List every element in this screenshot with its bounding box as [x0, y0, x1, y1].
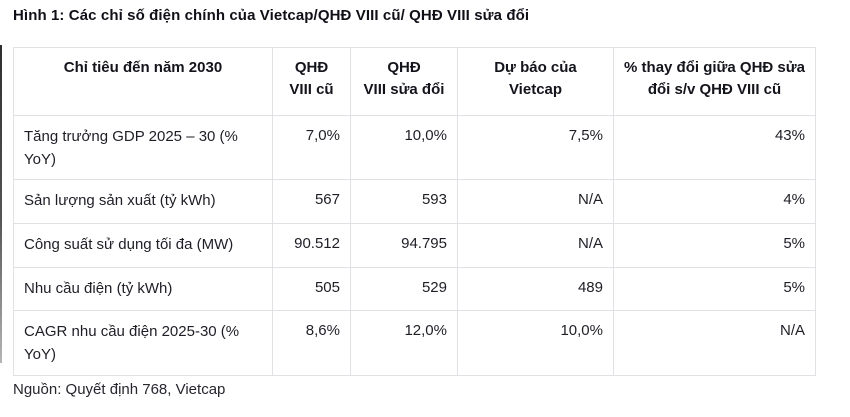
indicators-table: Chỉ tiêu đến năm 2030 QHĐ VIII cũ QHĐ VI…: [13, 47, 816, 376]
cell-vietcap: N/A: [457, 179, 614, 224]
cell-qhd8-old: 8,6%: [272, 310, 351, 376]
figure-title: Hình 1: Các chỉ số điện chính của Vietca…: [13, 7, 530, 24]
table-row: CAGR nhu cầu điện 2025-30 (% YoY) 8,6% 1…: [13, 310, 816, 376]
row-label: CAGR nhu cầu điện 2025-30 (% YoY): [13, 310, 273, 376]
cell-qhd8-revised: 10,0%: [350, 115, 458, 180]
cell-vietcap: 7,5%: [457, 115, 614, 180]
table-row: Nhu cầu điện (tỷ kWh) 505 529 489 5%: [13, 267, 816, 311]
header-pct-change: % thay đổi giữa QHĐ sửa đổi s/v QHĐ VIII…: [613, 47, 816, 116]
cell-change: N/A: [613, 310, 816, 376]
table-row: Sản lượng sản xuất (tỷ kWh) 567 593 N/A …: [13, 179, 816, 224]
left-edge-line: [0, 45, 2, 363]
source-note: Nguồn: Quyết định 768, Vietcap: [13, 381, 226, 398]
cell-qhd8-old: 567: [272, 179, 351, 224]
cell-qhd8-revised: 94.795: [350, 223, 458, 268]
row-label: Sản lượng sản xuất (tỷ kWh): [13, 179, 273, 224]
cell-qhd8-old: 505: [272, 267, 351, 311]
cell-change: 4%: [613, 179, 816, 224]
cell-qhd8-revised: 12,0%: [350, 310, 458, 376]
row-label: Tăng trưởng GDP 2025 – 30 (% YoY): [13, 115, 273, 180]
header-vietcap-forecast: Dự báo của Vietcap: [457, 47, 614, 116]
header-qhd8-old: QHĐ VIII cũ: [272, 47, 351, 116]
cell-vietcap: N/A: [457, 223, 614, 268]
cell-qhd8-old: 90.512: [272, 223, 351, 268]
header-indicator: Chỉ tiêu đến năm 2030: [13, 47, 273, 116]
cell-qhd8-old: 7,0%: [272, 115, 351, 180]
cell-change: 5%: [613, 267, 816, 311]
cell-qhd8-revised: 593: [350, 179, 458, 224]
header-qhd8-revised: QHĐ VIII sửa đổi: [350, 47, 458, 116]
cell-change: 43%: [613, 115, 816, 180]
table-row: Tăng trưởng GDP 2025 – 30 (% YoY) 7,0% 1…: [13, 115, 816, 180]
cell-qhd8-revised: 529: [350, 267, 458, 311]
cell-change: 5%: [613, 223, 816, 268]
row-label: Nhu cầu điện (tỷ kWh): [13, 267, 273, 311]
cell-vietcap: 10,0%: [457, 310, 614, 376]
cell-vietcap: 489: [457, 267, 614, 311]
table-row: Công suất sử dụng tối đa (MW) 90.512 94.…: [13, 223, 816, 268]
row-label: Công suất sử dụng tối đa (MW): [13, 223, 273, 268]
table-header-row: Chỉ tiêu đến năm 2030 QHĐ VIII cũ QHĐ VI…: [13, 47, 816, 116]
